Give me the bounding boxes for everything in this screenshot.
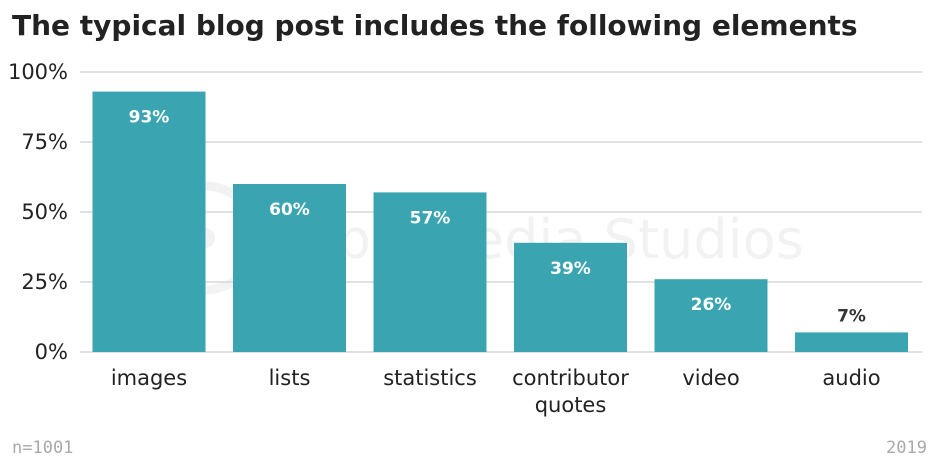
year-note: 2019 <box>886 438 927 458</box>
x-tick-label: audio <box>822 366 880 390</box>
chart-title: The typical blog post includes the follo… <box>12 9 858 42</box>
y-tick-label: 100% <box>8 60 68 84</box>
y-tick-label: 50% <box>21 200 68 224</box>
bar-value-label: 60% <box>269 200 310 220</box>
bar-value-label: 7% <box>837 306 866 326</box>
x-tick-label: video <box>682 366 739 390</box>
bar-value-label: 26% <box>691 295 732 315</box>
bar-value-label: 93% <box>129 108 170 128</box>
y-tick-label: 75% <box>21 130 68 154</box>
y-tick-label: 0% <box>35 340 68 364</box>
x-tick-label: statistics <box>383 366 477 390</box>
y-axis-ticks: 0% 25% 50% 75% 100% <box>8 60 68 364</box>
bar <box>373 192 487 352</box>
bar <box>654 279 768 352</box>
bar <box>92 91 206 352</box>
sample-size-note: n=1001 <box>12 438 74 458</box>
x-axis-labels: images lists statistics contributor quotes vi… <box>111 366 881 417</box>
bar-value-labels: 93% 60% 57% 39% 26% 7% <box>129 108 866 327</box>
x-tick-label: contributor quotes <box>512 366 629 417</box>
x-tick-label: lists <box>269 366 311 390</box>
gridlines <box>80 71 922 353</box>
y-tick-label: 25% <box>21 270 68 294</box>
bars <box>92 91 908 352</box>
bar <box>795 332 908 352</box>
bar-value-label: 57% <box>410 208 451 228</box>
bar <box>514 242 627 352</box>
x-tick-label: images <box>111 366 187 390</box>
bar <box>233 184 346 352</box>
bar-value-label: 39% <box>550 259 591 279</box>
